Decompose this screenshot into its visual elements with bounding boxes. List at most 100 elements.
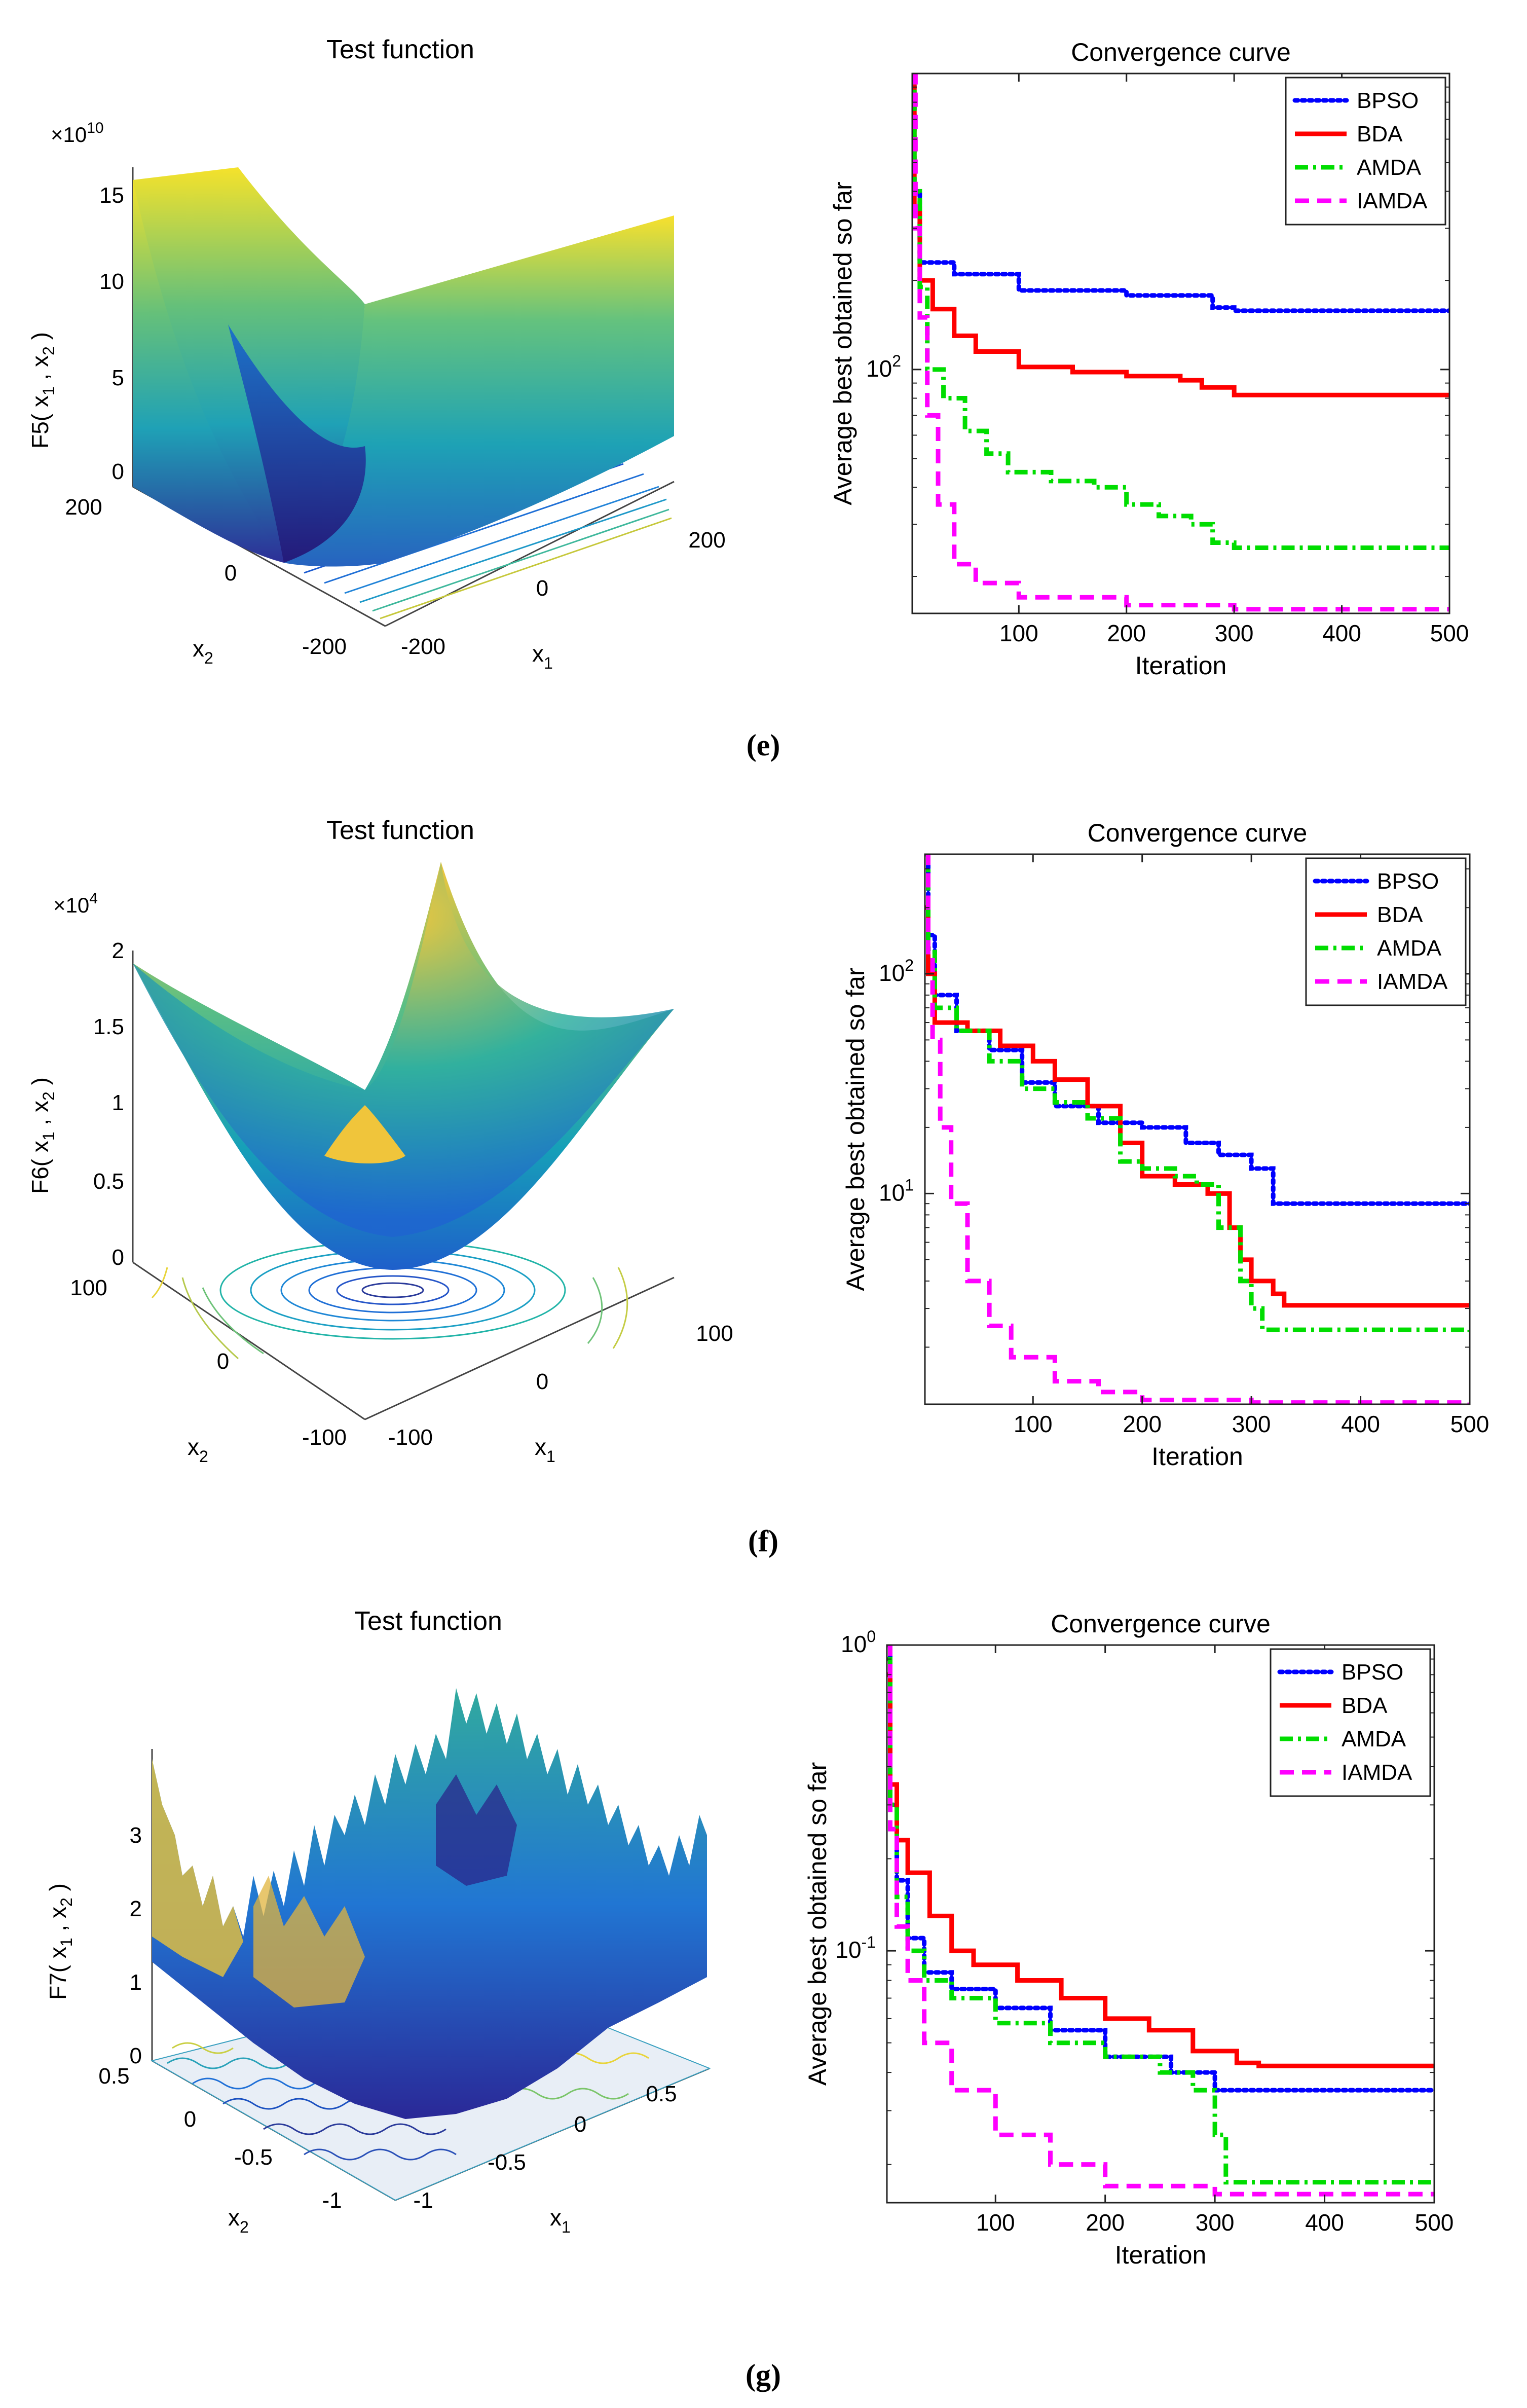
x-axis-label: x1 bbox=[532, 640, 553, 672]
y-axis-label: x2 bbox=[188, 1434, 208, 1466]
y-axis-line bbox=[132, 1261, 365, 1420]
x-tick-label: -200 bbox=[401, 634, 445, 659]
series-line-bpso bbox=[925, 854, 1470, 1206]
z-tick-label: 1 bbox=[112, 1090, 124, 1115]
legend-label-bpso: BPSO bbox=[1377, 869, 1439, 894]
y-tick-label: 100 bbox=[70, 1275, 107, 1300]
legend: BPSO BDA AMDA IAMDA bbox=[1285, 77, 1446, 226]
y-tick-label: 200 bbox=[65, 495, 102, 520]
surface-title: Test function bbox=[326, 35, 474, 64]
x-tick-label: 400 bbox=[1322, 620, 1361, 646]
x-tick-label: -100 bbox=[388, 1425, 433, 1450]
z-tick-label: 0 bbox=[112, 459, 124, 484]
surface-left-ridge bbox=[152, 1759, 243, 1977]
z-tick-label: 3 bbox=[130, 1823, 142, 1848]
x-axis-line bbox=[385, 481, 675, 627]
z-tick-label: 15 bbox=[99, 183, 124, 208]
x-tick-label: 100 bbox=[976, 2209, 1015, 2236]
plot-frame bbox=[886, 1644, 1435, 2204]
series-group bbox=[912, 74, 1449, 612]
y-tick-label: -1 bbox=[322, 2188, 342, 2213]
x-tick-label: 500 bbox=[1430, 620, 1469, 646]
legend-label-amda: AMDA bbox=[1357, 155, 1422, 180]
z-scale-label: ×104 bbox=[53, 890, 98, 917]
z-tick-label: 2 bbox=[112, 938, 124, 963]
surface-valley bbox=[228, 324, 366, 563]
series-line-bda bbox=[887, 1672, 1434, 2068]
y-axis-label: x2 bbox=[193, 635, 213, 667]
z-axis-label: F7( x1 , x2 ) bbox=[45, 1883, 76, 2000]
series-line-amda bbox=[925, 854, 1470, 1334]
surface-title: Test function bbox=[354, 1607, 502, 1636]
x-tick-label: 200 bbox=[688, 528, 725, 553]
y-tick-label: 0.5 bbox=[98, 2064, 129, 2089]
plot-frame bbox=[924, 853, 1471, 1405]
x-axis-line bbox=[364, 1276, 675, 1420]
x-axis-label: x1 bbox=[535, 1434, 555, 1466]
y-tick-label: -0.5 bbox=[234, 2145, 273, 2170]
series-group bbox=[887, 1645, 1434, 2197]
convergence-chart-g: Convergence curve 100 200 300 400 500 10-1 100 I… bbox=[803, 1610, 1454, 2269]
caption-f: (f) bbox=[748, 1524, 778, 1558]
surface-jagged bbox=[152, 1688, 707, 2119]
y-tick-label: -200 bbox=[302, 634, 347, 659]
y-tick-label: 102 bbox=[866, 352, 901, 382]
chart-title: Convergence curve bbox=[1088, 819, 1308, 847]
x-tick-label: 500 bbox=[1450, 1411, 1489, 1437]
surface-inner-peak bbox=[324, 1105, 405, 1163]
legend-label-amda: AMDA bbox=[1342, 1727, 1406, 1752]
x-tick-label: 0 bbox=[574, 2112, 586, 2137]
z-tick-label: 2 bbox=[130, 1896, 142, 1921]
surface-title: Test function bbox=[326, 816, 474, 845]
x-tick-label: 400 bbox=[1305, 2209, 1344, 2236]
y-tick-label: 10-1 bbox=[835, 1933, 876, 1963]
z-axis-label: F6( x1 , x2 ) bbox=[27, 1077, 58, 1194]
z-tick-label: 1 bbox=[130, 1970, 142, 1995]
legend-label-bda: BDA bbox=[1377, 902, 1423, 927]
x-tick-label: 500 bbox=[1415, 2209, 1454, 2236]
legend-label-bda: BDA bbox=[1342, 1693, 1388, 1718]
x-tick-label: 300 bbox=[1196, 2209, 1235, 2236]
surface-plot-f6: Test function ×104 2 1.5 1 0.5 0 F6( x1 … bbox=[27, 816, 733, 1466]
legend-label-amda: AMDA bbox=[1377, 936, 1442, 961]
x-axis-label: Iteration bbox=[1115, 2241, 1207, 2269]
y-tick-label: 0 bbox=[225, 561, 237, 586]
x-tick-label: 100 bbox=[1014, 1411, 1053, 1437]
series-line-amda bbox=[887, 1657, 1434, 2185]
legend-label-bda: BDA bbox=[1357, 122, 1403, 147]
x-tick-label: 300 bbox=[1232, 1411, 1271, 1437]
legend-label-bpso: BPSO bbox=[1342, 1660, 1403, 1685]
legend-label-iamda: IAMDA bbox=[1357, 189, 1428, 213]
surface-bowl-inner bbox=[133, 862, 674, 1237]
x-axis-label: x1 bbox=[550, 2204, 571, 2236]
series-line-iamda bbox=[887, 1645, 1434, 2197]
z-tick-label: 0 bbox=[112, 1245, 124, 1270]
surface-deep-well bbox=[436, 1774, 517, 1886]
x-tick-label: 0.5 bbox=[646, 2082, 677, 2106]
y-tick-label: 100 bbox=[841, 1627, 876, 1657]
x-tick-label: 200 bbox=[1086, 2209, 1125, 2236]
series-line-bda bbox=[925, 905, 1470, 1308]
x-tick-label: 0 bbox=[536, 576, 548, 601]
surface-front-ridge bbox=[253, 1876, 365, 2008]
plot-frame bbox=[911, 72, 1450, 614]
caption-g: (g) bbox=[746, 2358, 781, 2392]
legend-label-iamda: IAMDA bbox=[1342, 1760, 1412, 1785]
y-axis-label: Average best obtained so far bbox=[829, 181, 857, 505]
x-tick-label: 300 bbox=[1215, 620, 1254, 646]
x-tick-label: 100 bbox=[696, 1321, 733, 1346]
x-axis-label: Iteration bbox=[1151, 1442, 1243, 1471]
z-axis-label: F5( x1 , x2 ) bbox=[27, 332, 58, 449]
z-tick-label: 1.5 bbox=[93, 1014, 124, 1039]
surface-right-face bbox=[284, 215, 674, 567]
legend: BPSO BDA AMDA IAMDA bbox=[1270, 1648, 1431, 1797]
surface-plot-f5: Test function ×1010 15 10 5 0 F5( x1 , x… bbox=[27, 35, 726, 672]
x-tick-label: -1 bbox=[413, 2188, 433, 2213]
z-tick-label: 0 bbox=[130, 2044, 142, 2068]
z-tick-label: 5 bbox=[112, 366, 124, 390]
z-tick-label: 0.5 bbox=[93, 1169, 124, 1194]
x-tick-label: 400 bbox=[1341, 1411, 1380, 1437]
y-tick-label: 102 bbox=[879, 956, 914, 986]
x-tick-label: -0.5 bbox=[488, 2150, 526, 2175]
x-tick-label: 0 bbox=[536, 1369, 548, 1394]
